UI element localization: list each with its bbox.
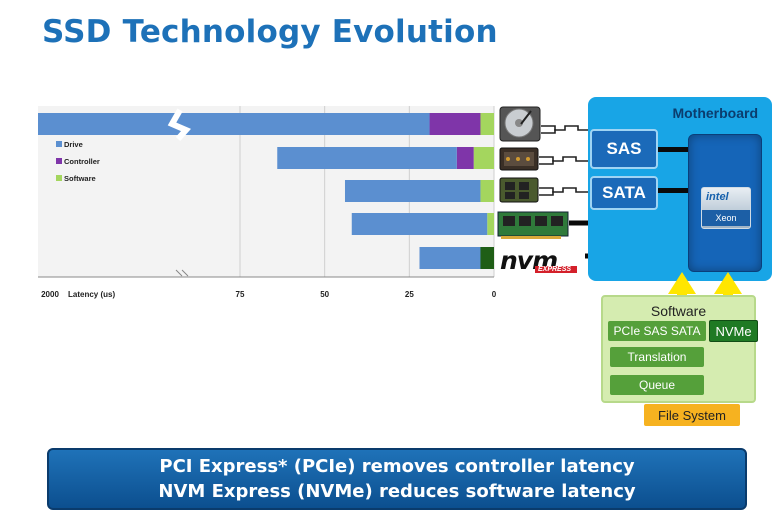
bar-drive xyxy=(351,213,488,235)
file-system-box: File System xyxy=(644,404,740,426)
bar-software xyxy=(473,147,494,169)
sata-port: SATA xyxy=(590,176,658,210)
bar-controller xyxy=(429,113,481,135)
tick-label: 2000 xyxy=(41,290,59,299)
intel-xeon-logo: intel Xeon xyxy=(701,187,751,229)
hdd-icon xyxy=(499,106,541,142)
x-axis-label: Latency (us) xyxy=(68,290,115,299)
banner-line-1: PCI Express* (PCIe) removes controller l… xyxy=(159,456,635,477)
queue-layer: Queue xyxy=(610,375,704,395)
tick-label: 75 xyxy=(236,290,245,299)
axis-break-mark xyxy=(167,108,192,141)
bar-drive xyxy=(419,247,494,269)
motherboard-label: Motherboard xyxy=(672,105,758,121)
bar-software xyxy=(480,113,494,135)
legend-label: Controller xyxy=(64,157,100,166)
nvme-layer: NVMe xyxy=(709,320,758,342)
legend-label: Software xyxy=(64,174,96,183)
bar-controller xyxy=(456,147,474,169)
axis-break-tick xyxy=(175,269,189,277)
sas-port: SAS xyxy=(590,129,658,169)
page-title: SSD Technology Evolution xyxy=(42,14,498,50)
sas-ssd-icon xyxy=(499,146,539,172)
nvm-express-tag: EXPRESS xyxy=(535,266,578,273)
legend-swatch xyxy=(56,158,62,164)
tick-label: 25 xyxy=(405,290,414,299)
tick-label: 0 xyxy=(492,290,497,299)
legend-label: Drive xyxy=(64,140,83,149)
xeon-label: Xeon xyxy=(702,210,750,226)
sas-bus xyxy=(656,147,690,152)
bar-drive xyxy=(277,147,457,169)
pcie-sas-sata-layer: PCIe SAS SATA xyxy=(608,321,706,341)
sata-bus xyxy=(656,188,690,193)
pcie-card-icon xyxy=(497,210,569,240)
cpu-chip: intel Xeon xyxy=(688,134,762,272)
legend-swatch xyxy=(56,175,62,181)
banner-line-2: NVM Express (NVMe) reduces software late… xyxy=(158,481,636,502)
bar-drive xyxy=(38,113,430,135)
intel-brand: intel xyxy=(706,191,729,203)
summary-banner: PCI Express* (PCIe) removes controller l… xyxy=(47,448,747,510)
sata-ssd-icon xyxy=(499,176,539,204)
bar-drive xyxy=(344,180,481,202)
bar-software xyxy=(487,213,494,235)
tick-label: 50 xyxy=(320,290,329,299)
bar-software xyxy=(480,180,494,202)
bar-nvme-software xyxy=(480,247,494,269)
legend-swatch xyxy=(56,141,62,147)
software-title: Software xyxy=(650,303,707,319)
translation-layer: Translation xyxy=(610,347,704,367)
